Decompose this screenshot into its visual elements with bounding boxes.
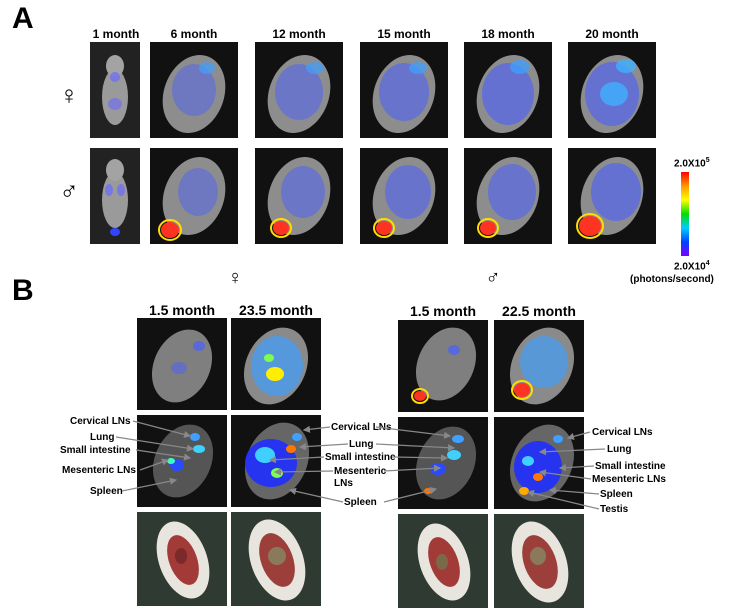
- image-b-female-1-5-month-body: [137, 318, 227, 410]
- col-header-male-22-5-month: 22.5 month: [502, 303, 576, 319]
- label-male-testis: Testis: [600, 504, 629, 515]
- image-female-15-month: [360, 42, 448, 138]
- label-male-lung: Lung: [607, 444, 632, 455]
- scale-max-label: 2.0X105: [674, 157, 710, 170]
- panel-a-letter: A: [12, 2, 34, 35]
- scale-min-label: 2.0X104: [674, 260, 710, 273]
- image-male-12-month: [255, 148, 343, 244]
- col-header-female-23-5-month: 23.5 month: [239, 302, 313, 318]
- label-mid-mesenteric: Mesenteric: [334, 466, 387, 477]
- label-mid-lung: Lung: [349, 439, 374, 450]
- label-mid-spleen: Spleen: [344, 497, 377, 508]
- col-header-female-1-5-month: 1.5 month: [148, 302, 216, 318]
- col-header-18-month: 18 month: [481, 27, 535, 41]
- image-male-1-month: [90, 148, 140, 244]
- image-b-female-23-5-month-body: [231, 318, 321, 410]
- panel-b-male-symbol: ♂: [485, 267, 501, 289]
- image-b-male-1-5-month-necropsy: [398, 514, 488, 608]
- col-header-1-month: 1 month: [92, 27, 140, 41]
- image-female-12-month: [255, 42, 343, 138]
- color-scale-bar: [681, 172, 689, 256]
- image-male-18-month: [464, 148, 552, 244]
- label-female-mesenteric-lns: Mesenteric LNs: [62, 465, 136, 476]
- label-mid-lns: LNs: [334, 478, 353, 489]
- image-b-female-1-5-month-necropsy: [137, 512, 227, 606]
- label-male-mesenteric-lns: Mesenteric LNs: [592, 474, 666, 485]
- image-b-male-22-5-month-organs: [494, 417, 584, 509]
- image-male-6-month: [150, 148, 238, 244]
- label-female-lung: Lung: [90, 432, 115, 443]
- label-mid-small-intestine: Small intestine: [325, 452, 396, 463]
- col-header-20-month: 20 month: [585, 27, 639, 41]
- col-header-15-month: 15 month: [377, 27, 431, 41]
- male-symbol: ♂: [59, 176, 79, 206]
- female-symbol: ♀: [59, 80, 79, 110]
- image-female-6-month: [150, 42, 238, 138]
- label-female-spleen: Spleen: [90, 486, 123, 497]
- label-male-cervical-lns: Cervical LNs: [592, 427, 653, 438]
- label-female-small-intestine: Small intestine: [60, 445, 131, 456]
- panel-b-letter: B: [12, 274, 34, 307]
- image-b-female-23-5-month-necropsy: [231, 512, 321, 606]
- col-header-male-1-5-month: 1.5 month: [409, 303, 477, 319]
- image-female-20-month: [568, 42, 656, 138]
- image-b-male-1-5-month-body: [398, 320, 488, 412]
- image-female-1-month: [90, 42, 140, 138]
- image-b-male-1-5-month-organs: [398, 417, 488, 509]
- image-b-female-23-5-month-organs: [231, 415, 321, 507]
- label-female-cervical-lns: Cervical LNs: [70, 416, 131, 427]
- scale-unit-label: (photons/second): [630, 274, 714, 285]
- label-male-small-intestine: Small intestine: [595, 461, 666, 472]
- col-header-12-month: 12 month: [272, 27, 326, 41]
- panel-b-female-symbol: ♀: [227, 267, 243, 289]
- image-b-male-22-5-month-body: [494, 320, 584, 412]
- image-b-female-1-5-month-organs: [137, 415, 227, 507]
- image-male-20-month: [568, 148, 656, 244]
- image-female-18-month: [464, 42, 552, 138]
- label-mid-cervical-lns: Cervical LNs: [331, 422, 392, 433]
- image-b-male-22-5-month-necropsy: [494, 514, 584, 608]
- col-header-6-month: 6 month: [170, 27, 218, 41]
- image-male-15-month: [360, 148, 448, 244]
- label-male-spleen: Spleen: [600, 489, 633, 500]
